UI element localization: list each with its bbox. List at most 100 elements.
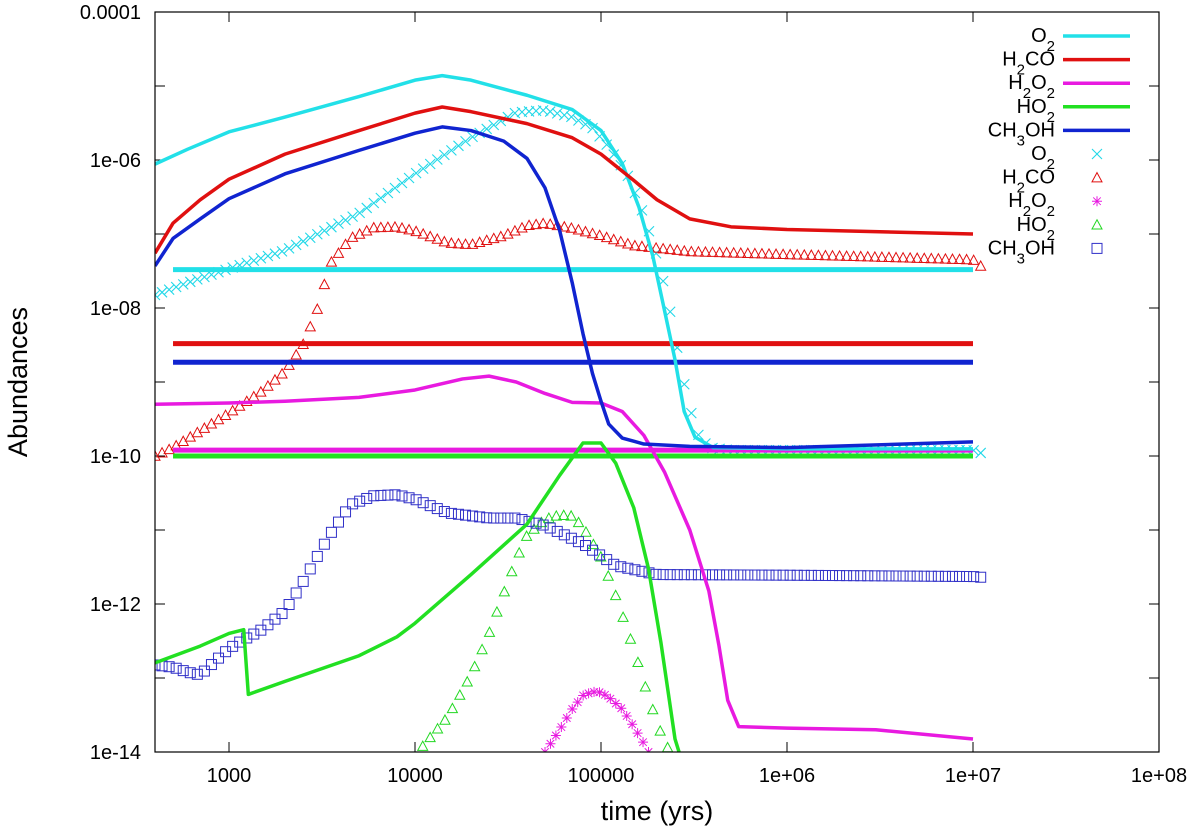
data-point-h2o2	[594, 687, 605, 698]
data-point-ch3oh	[368, 490, 380, 502]
data-point-h2co	[346, 231, 359, 242]
x-axis-title: time (yrs)	[601, 796, 713, 826]
data-point-h2co	[678, 244, 691, 256]
data-point-ch3oh	[954, 570, 966, 582]
data-point-h2co	[276, 367, 288, 379]
data-point-ch3oh	[721, 569, 733, 581]
x-tick-label: 1000	[207, 765, 252, 787]
data-point-ch3oh	[382, 489, 394, 501]
data-point-ch3oh	[474, 511, 486, 523]
data-point-ch3oh	[452, 508, 464, 520]
data-point-h2co	[925, 252, 938, 264]
y-tick-label: 1e-08	[90, 298, 141, 320]
data-point-o2	[544, 106, 556, 117]
legend-marker	[1091, 242, 1103, 254]
data-point-o2	[558, 109, 570, 121]
data-point-h2co	[579, 225, 592, 237]
data-point-h2o2	[627, 719, 638, 730]
data-point-ch3oh	[375, 489, 387, 501]
data-point-ho2	[483, 626, 496, 637]
data-point-o2	[481, 123, 493, 135]
data-point-ch3oh	[311, 550, 323, 562]
data-point-h2o2	[638, 737, 649, 748]
data-point-h2co	[403, 223, 415, 235]
data-point-h2co	[558, 220, 571, 232]
data-point-h2co	[417, 227, 430, 239]
data-point-ch3oh	[445, 507, 457, 519]
data-point-ch3oh	[544, 522, 556, 534]
data-point-ch3oh	[558, 529, 570, 541]
data-point-h2o2	[616, 703, 627, 714]
data-point-ho2	[670, 758, 680, 767]
data-point-ch3oh	[354, 495, 366, 507]
data-point-o2	[184, 276, 196, 288]
data-point-ch3oh	[276, 608, 288, 620]
data-point-ch3oh	[177, 665, 189, 677]
data-point-ch3oh	[509, 512, 521, 524]
legend-marker	[1091, 218, 1103, 230]
data-point-h2co	[974, 259, 987, 271]
data-point-ho2	[505, 565, 518, 577]
legend-marker	[1091, 171, 1103, 183]
data-point-o2	[438, 149, 450, 161]
data-point-h2co	[431, 232, 444, 244]
data-point-h2co	[967, 254, 980, 265]
data-point-ho2	[557, 509, 570, 520]
data-point-o2	[304, 232, 316, 244]
data-point-o2	[375, 192, 387, 204]
data-point-ch3oh	[431, 503, 443, 515]
data-point-h2co	[480, 234, 493, 246]
data-point-h2co	[382, 221, 394, 232]
data-point-ch3oh	[347, 498, 359, 510]
data-point-o2	[290, 239, 302, 251]
data-point-ch3oh	[657, 569, 669, 581]
data-point-h2co	[452, 237, 465, 249]
y-tick-label: 0.0001	[80, 2, 141, 24]
data-point-ch3oh	[361, 492, 373, 504]
data-point-o2	[163, 284, 175, 296]
data-point-ch3oh	[495, 512, 507, 524]
data-point-ho2	[632, 656, 644, 668]
data-point-h2co	[607, 233, 620, 245]
data-point-ch3oh	[869, 570, 881, 582]
data-point-ch3oh	[975, 571, 987, 583]
data-point-ch3oh	[438, 506, 450, 518]
data-point-h2co	[812, 249, 825, 261]
line-ho2	[155, 441, 681, 752]
data-point-o2	[255, 252, 267, 264]
data-point-ch3oh	[707, 569, 719, 581]
data-point-h2co	[904, 251, 916, 263]
data-point-h2co	[854, 250, 867, 262]
data-point-o2	[199, 271, 210, 283]
y-tick-label: 1e-06	[90, 150, 141, 172]
data-point-ch3oh	[671, 569, 683, 581]
data-point-h2co	[523, 219, 535, 231]
data-point-h2co	[466, 238, 479, 249]
data-point-o2	[269, 248, 281, 260]
data-point-h2co	[883, 251, 895, 263]
data-point-ho2	[639, 680, 652, 692]
data-point-h2co	[826, 249, 839, 261]
data-point-ch3oh	[918, 570, 930, 582]
data-point-o2	[453, 140, 464, 152]
data-point-h2co	[163, 443, 175, 455]
data-point-ch3oh	[862, 570, 874, 582]
data-point-h2co	[777, 248, 789, 260]
data-point-h2o2	[556, 722, 567, 733]
data-point-h2co	[861, 250, 874, 262]
data-point-ho2	[624, 632, 637, 644]
data-point-ho2	[520, 530, 533, 541]
line-o2	[155, 73, 973, 451]
data-point-h2co	[636, 240, 648, 252]
data-point-h2co	[699, 245, 712, 257]
legend-label: O2	[1031, 143, 1055, 173]
data-point-o2	[241, 257, 253, 269]
data-point-ho2	[543, 512, 555, 523]
marker-series-h2co	[155, 217, 987, 461]
data-point-h2co	[734, 246, 747, 258]
data-point-ch3oh	[516, 514, 528, 526]
data-point-h2co	[600, 231, 613, 243]
data-point-h2co	[960, 253, 973, 265]
data-point-h2co	[269, 373, 281, 385]
y-tick-label: 1e-10	[90, 446, 141, 468]
